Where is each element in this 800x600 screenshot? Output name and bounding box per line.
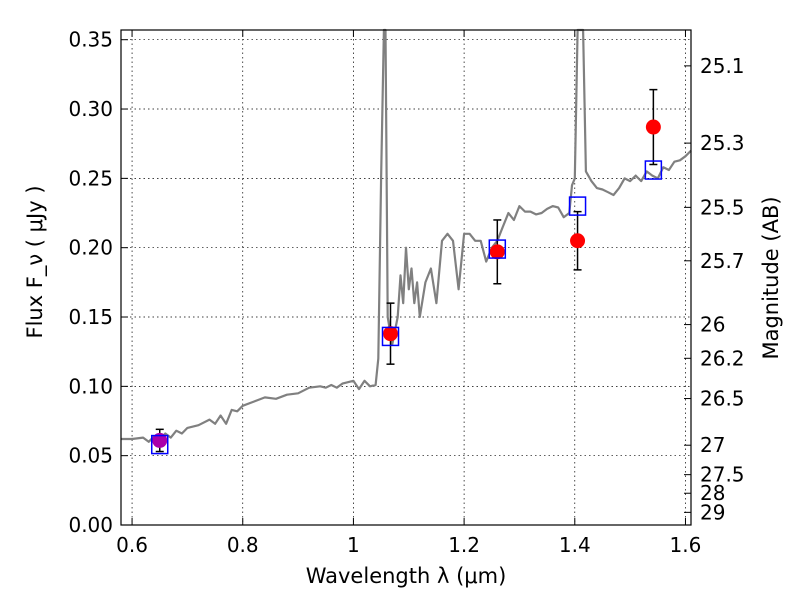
x-tick-label: 1: [347, 533, 360, 557]
y-axis: 0.00 0.05 0.10 0.15 0.20 0.25 0.30 0.35: [68, 28, 128, 537]
x-tick-label: 1.6: [670, 533, 702, 557]
model-square-marker: [488, 239, 507, 259]
y-tick-label: 0.30: [68, 97, 113, 121]
magnitude-tick-label: 27.5: [700, 463, 745, 487]
model-square-marker: [150, 434, 169, 455]
photometry-point: [570, 233, 586, 249]
series-layer: [121, 28, 692, 455]
plot-frame: [120, 29, 692, 526]
model-square-marker: [568, 196, 587, 216]
y-axis-label: Flux F_ν ( μJy ): [23, 185, 48, 338]
y-tick-label: 0.05: [68, 444, 113, 468]
magnitude-tick-label: 25.1: [700, 54, 745, 78]
x-tick-label: 0.8: [227, 533, 259, 557]
model-square-marker: [644, 160, 663, 180]
y-tick-label: 0.00: [68, 513, 113, 537]
y-tick-label: 0.20: [68, 236, 113, 260]
model-square-marker: [381, 326, 400, 347]
photometry-point: [383, 326, 399, 342]
spectrum-line: [121, 28, 692, 443]
magnitude-tick-label: 26: [700, 313, 725, 337]
photometry-point: [152, 432, 168, 448]
x-tick-label: 0.6: [116, 533, 148, 557]
y-tick-label: 0.10: [68, 374, 113, 398]
y-tick-label: 0.35: [68, 28, 113, 52]
magnitude-tick-label: 26.5: [700, 387, 745, 411]
magnitude-tick-label: 27: [700, 433, 725, 457]
magnitude-tick-label: 26.2: [700, 346, 745, 370]
y-tick-label: 0.25: [68, 166, 113, 190]
magnitude-tick-label: 28: [700, 481, 725, 505]
x-axis: 0.6 0.8 1 1.2 1.4 1.6: [116, 30, 701, 557]
y-tick-label: 0.15: [68, 305, 113, 329]
grid-lines: [121, 30, 691, 526]
magnitude-tick-label: 25.7: [700, 249, 745, 273]
magnitude-axis-label: Magnitude (AB): [759, 196, 783, 359]
magnitude-tick-label: 25.3: [700, 131, 745, 155]
magnitude-tick-label: 29: [700, 500, 725, 524]
x-axis-label: Wavelength λ (μm): [306, 564, 507, 588]
x-tick-label: 1.4: [559, 533, 591, 557]
x-tick-label: 1.2: [448, 533, 480, 557]
magnitude-tick-label: 25.5: [700, 195, 745, 219]
photometry-point: [489, 244, 505, 260]
photometry-point: [645, 119, 661, 135]
